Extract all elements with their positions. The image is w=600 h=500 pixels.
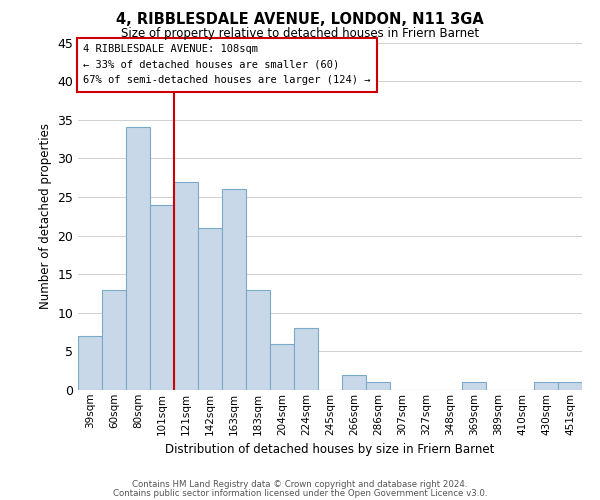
Bar	[294, 328, 318, 390]
Bar	[198, 228, 222, 390]
Y-axis label: Number of detached properties: Number of detached properties	[39, 123, 52, 309]
Bar	[246, 290, 270, 390]
Bar	[222, 189, 246, 390]
Bar	[462, 382, 486, 390]
Text: Contains public sector information licensed under the Open Government Licence v3: Contains public sector information licen…	[113, 489, 487, 498]
Bar	[174, 182, 198, 390]
Bar	[342, 374, 366, 390]
Bar	[102, 290, 126, 390]
Bar	[126, 128, 150, 390]
Bar	[534, 382, 558, 390]
Text: 4 RIBBLESDALE AVENUE: 108sqm
← 33% of detached houses are smaller (60)
67% of se: 4 RIBBLESDALE AVENUE: 108sqm ← 33% of de…	[83, 44, 371, 86]
Bar	[558, 382, 582, 390]
Bar	[270, 344, 294, 390]
Text: Contains HM Land Registry data © Crown copyright and database right 2024.: Contains HM Land Registry data © Crown c…	[132, 480, 468, 489]
Bar	[366, 382, 390, 390]
Text: Size of property relative to detached houses in Friern Barnet: Size of property relative to detached ho…	[121, 28, 479, 40]
Text: 4, RIBBLESDALE AVENUE, LONDON, N11 3GA: 4, RIBBLESDALE AVENUE, LONDON, N11 3GA	[116, 12, 484, 28]
X-axis label: Distribution of detached houses by size in Friern Barnet: Distribution of detached houses by size …	[166, 443, 494, 456]
Bar	[150, 204, 174, 390]
Bar	[78, 336, 102, 390]
